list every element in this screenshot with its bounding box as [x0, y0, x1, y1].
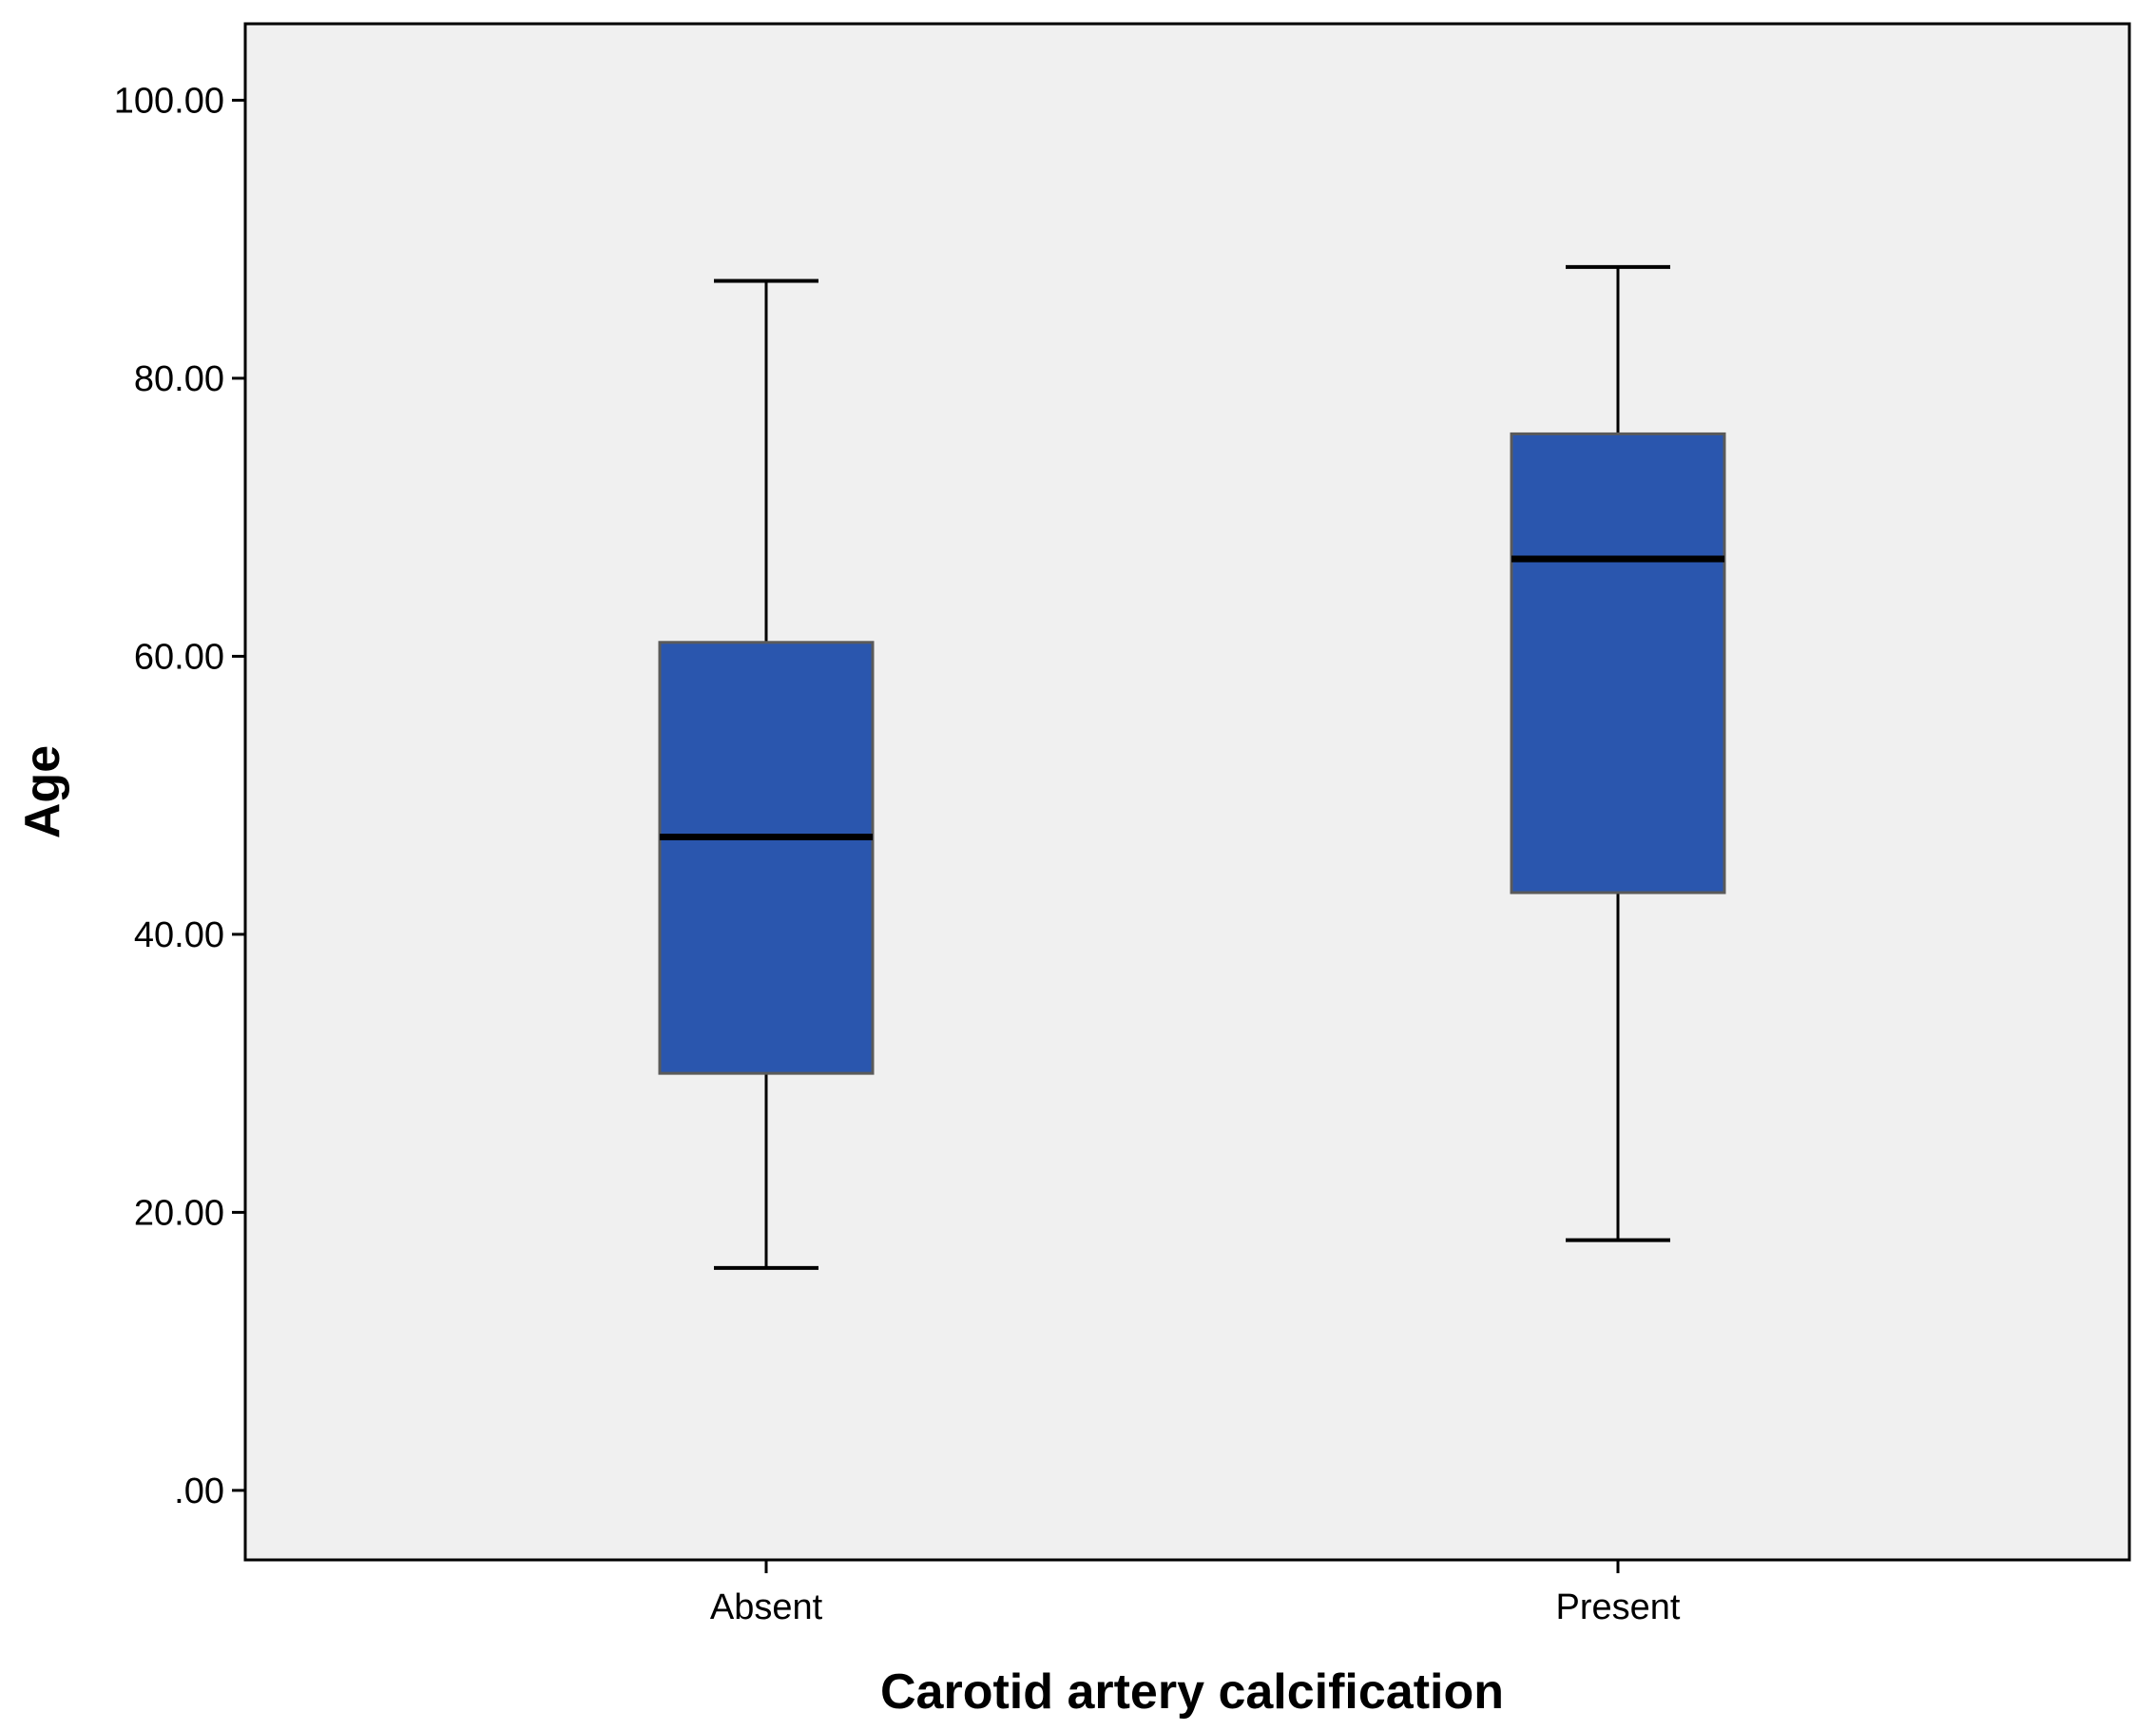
- box-present: [1510, 264, 1726, 1242]
- x-axis: Absent Present: [710, 1560, 1681, 1627]
- iqr-box: [1510, 432, 1726, 894]
- y-tick-label: 100.00: [114, 81, 224, 121]
- y-tick-label: .00: [174, 1471, 224, 1511]
- plot-area: [243, 22, 2131, 1562]
- y-tick-label: 20.00: [134, 1193, 224, 1233]
- x-category-label: Absent: [710, 1587, 823, 1627]
- x-axis-title: Carotid artery calcification: [880, 1664, 1504, 1720]
- iqr-box: [658, 641, 875, 1075]
- y-tick-label: 40.00: [134, 915, 224, 955]
- boxes-group: [658, 264, 1726, 1270]
- box-absent: [658, 279, 875, 1270]
- x-category-label: Present: [1556, 1587, 1681, 1627]
- y-tick-label: 60.00: [134, 637, 224, 677]
- y-axis: .00 20.00 40.00 60.00 80.00 100.00: [114, 81, 245, 1511]
- y-tick-label: 80.00: [134, 359, 224, 399]
- y-axis-title: Age: [15, 745, 70, 838]
